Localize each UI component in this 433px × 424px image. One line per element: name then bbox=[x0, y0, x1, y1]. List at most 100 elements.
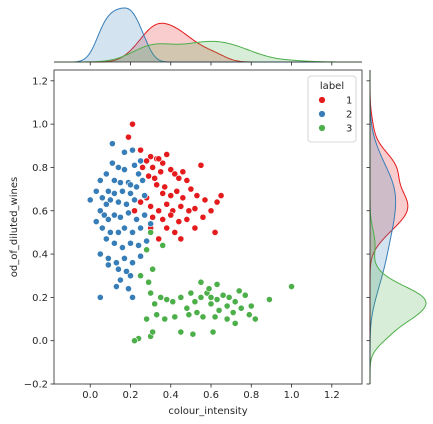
legend-marker-series-3 bbox=[318, 124, 326, 132]
scatter-point-series-1 bbox=[163, 151, 171, 158]
scatter-point-series-2 bbox=[96, 207, 104, 215]
top-kde-fill-series-2 bbox=[54, 8, 362, 62]
scatter-point-series-3 bbox=[231, 319, 239, 327]
scatter-point-series-2 bbox=[96, 293, 104, 301]
scatter-point-series-3 bbox=[143, 246, 150, 254]
scatter-point-series-2 bbox=[102, 170, 110, 178]
scatter-point-series-2 bbox=[113, 259, 120, 267]
scatter-point-series-3 bbox=[231, 298, 239, 306]
y-tick-label: 0.0 bbox=[32, 336, 48, 347]
scatter-point-series-2 bbox=[96, 177, 104, 184]
scatter-point-series-3 bbox=[147, 229, 155, 236]
scatter-point-series-1 bbox=[185, 207, 193, 215]
scatter-point-series-2 bbox=[110, 211, 118, 219]
scatter-point-series-1 bbox=[177, 203, 185, 210]
scatter-point-series-2 bbox=[127, 190, 134, 197]
scatter-point-series-1 bbox=[157, 168, 165, 176]
legend-label-series-3: 3 bbox=[346, 124, 352, 135]
scatter-point-series-3 bbox=[147, 289, 155, 297]
scatter-point-series-2 bbox=[117, 213, 124, 221]
scatter-point-series-3 bbox=[161, 315, 169, 323]
scatter-point-series-3 bbox=[229, 309, 237, 316]
scatter-point-series-2 bbox=[115, 229, 122, 236]
scatter-point-series-3 bbox=[191, 298, 199, 306]
scatter-point-series-1 bbox=[159, 216, 167, 223]
scatter-point-series-3 bbox=[247, 302, 255, 310]
scatter-point-series-2 bbox=[115, 164, 122, 171]
scatter-point-series-2 bbox=[141, 192, 148, 199]
scatter-point-series-2 bbox=[115, 198, 122, 206]
scatter-point-series-1 bbox=[191, 205, 199, 212]
scatter-point-series-1 bbox=[145, 172, 153, 180]
scatter-point-series-3 bbox=[213, 296, 221, 303]
scatter-point-series-3 bbox=[177, 328, 185, 336]
scatter-point-series-2 bbox=[123, 267, 130, 275]
scatter-point-series-2 bbox=[125, 209, 132, 217]
scatter-point-series-1 bbox=[139, 164, 146, 171]
right-kde-fill-series-3 bbox=[370, 70, 426, 384]
x-tick-label: 0.2 bbox=[123, 390, 139, 401]
scatter-point-series-3 bbox=[189, 330, 197, 338]
scatter-point-series-2 bbox=[131, 161, 138, 169]
scatter-point-series-2 bbox=[133, 216, 140, 223]
legend-label-series-2: 2 bbox=[346, 110, 352, 121]
scatter-point-series-1 bbox=[159, 190, 167, 197]
y-tick-label: 0.4 bbox=[32, 250, 48, 261]
x-axis-label: colour_intensity bbox=[168, 406, 247, 417]
scatter-point-series-2 bbox=[123, 200, 130, 208]
scatter-point-series-1 bbox=[163, 200, 171, 208]
scatter-point-series-3 bbox=[199, 313, 207, 321]
legend-marker-series-1 bbox=[318, 96, 326, 104]
scatter-point-series-1 bbox=[143, 157, 150, 165]
joint-axes-frame bbox=[53, 69, 363, 385]
scatter-point-series-2 bbox=[127, 181, 134, 189]
scatter-point-series-1 bbox=[167, 192, 175, 199]
x-tick-label: 0.8 bbox=[243, 390, 259, 401]
scatter-point-series-1 bbox=[217, 192, 225, 199]
scatter-point-series-2 bbox=[108, 159, 116, 167]
scatter-point-series-2 bbox=[129, 229, 136, 236]
scatter-point-series-1 bbox=[147, 153, 155, 161]
scatter-point-series-3 bbox=[215, 306, 223, 314]
scatter-point-series-3 bbox=[151, 300, 159, 308]
scatter-point-series-3 bbox=[169, 298, 177, 306]
scatter-point-series-1 bbox=[193, 192, 201, 199]
scatter-point-series-2 bbox=[104, 216, 112, 223]
scatter-point-series-3 bbox=[223, 315, 231, 323]
scatter-point-series-1 bbox=[155, 235, 163, 243]
y-tick-label: 1.2 bbox=[32, 76, 48, 87]
scatter-point-series-3 bbox=[211, 313, 219, 321]
scatter-point-series-1 bbox=[211, 229, 219, 236]
scatter-point-series-3 bbox=[223, 302, 231, 310]
y-tick-label: 1.0 bbox=[32, 120, 48, 131]
scatter-point-series-3 bbox=[137, 272, 144, 280]
x-tick-label: 1.0 bbox=[284, 390, 300, 401]
top-kde-fill-series-3 bbox=[54, 41, 362, 62]
scatter-point-series-3 bbox=[153, 311, 161, 319]
scatter-point-series-3 bbox=[185, 311, 193, 319]
y-axis-label: od_of_diluted_wines bbox=[9, 177, 20, 277]
scatter-point-series-3 bbox=[159, 242, 167, 249]
scatter-point-series-2 bbox=[127, 239, 134, 247]
scatter-point-series-1 bbox=[179, 194, 187, 202]
scatter-point-series-2 bbox=[119, 244, 126, 251]
scatter-point-series-3 bbox=[213, 280, 221, 288]
scatter-point-series-1 bbox=[155, 207, 163, 215]
x-tick-label: 0.4 bbox=[163, 390, 179, 401]
scatter-point-series-1 bbox=[129, 120, 136, 128]
scatter-point-series-3 bbox=[187, 289, 195, 297]
scatter-point-series-1 bbox=[187, 185, 195, 193]
scatter-point-series-2 bbox=[102, 200, 110, 208]
scatter-point-series-1 bbox=[149, 213, 157, 221]
legend-label-series-1: 1 bbox=[346, 96, 352, 107]
scatter-point-series-1 bbox=[177, 235, 185, 243]
scatter-point-series-2 bbox=[135, 242, 142, 249]
scatter-point-series-2 bbox=[129, 293, 136, 301]
scatter-point-series-3 bbox=[183, 304, 191, 312]
scatter-point-series-2 bbox=[102, 235, 110, 243]
scatter-point-series-1 bbox=[137, 198, 144, 206]
scatter-point-series-3 bbox=[288, 283, 295, 290]
scatter-point-series-2 bbox=[117, 276, 124, 284]
